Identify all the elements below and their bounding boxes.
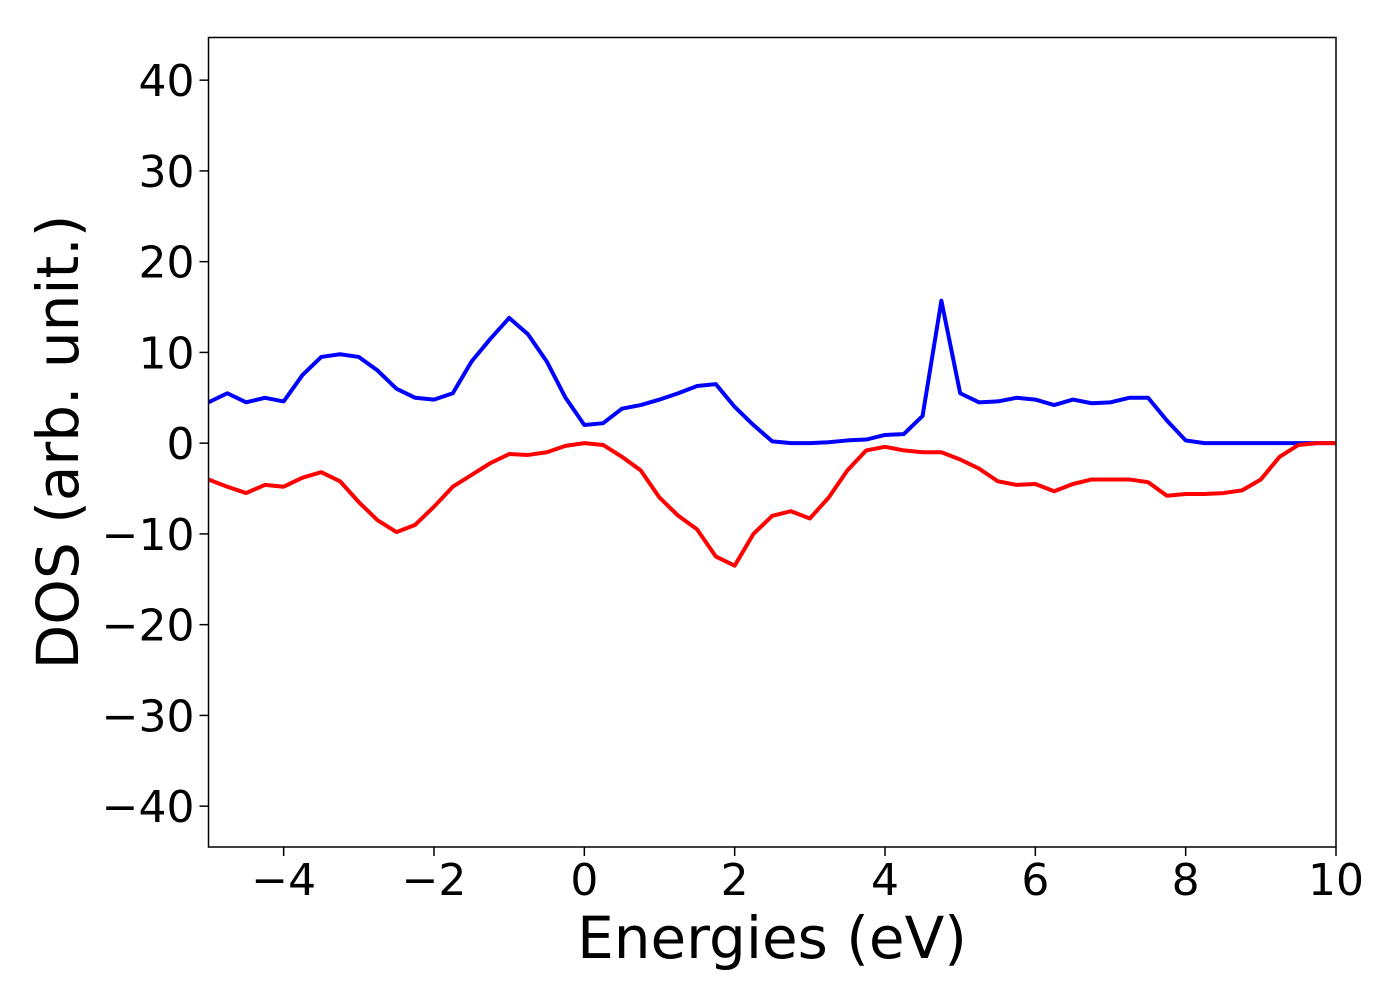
x-tick-label: 2 (721, 855, 749, 906)
y-tick-label: 10 (139, 328, 195, 379)
y-tick-label: −20 (102, 601, 195, 652)
y-tick-label: 20 (139, 238, 195, 289)
y-tick-label: 0 (167, 419, 195, 470)
y-tick-label: −10 (102, 510, 195, 561)
x-tick-label: −2 (402, 855, 467, 906)
x-tick-label: 10 (1308, 855, 1364, 906)
x-tick-label: 4 (871, 855, 899, 906)
y-tick-label: 40 (139, 56, 195, 107)
y-tick-label: 30 (139, 147, 195, 198)
x-tick-label: 6 (1021, 855, 1049, 906)
y-tick-label: −40 (102, 782, 195, 833)
plot-frame (207, 36, 1337, 848)
x-tick-label: 8 (1172, 855, 1200, 906)
y-axis-label: DOS (arb. unit.) (24, 215, 92, 670)
y-tick-label: −30 (102, 691, 195, 742)
x-tick-label: −4 (251, 855, 316, 906)
line-series (208, 441, 1336, 568)
line-series (208, 298, 1336, 446)
x-tick-label: 0 (570, 855, 598, 906)
x-axis-label: Energies (eV) (577, 904, 967, 972)
